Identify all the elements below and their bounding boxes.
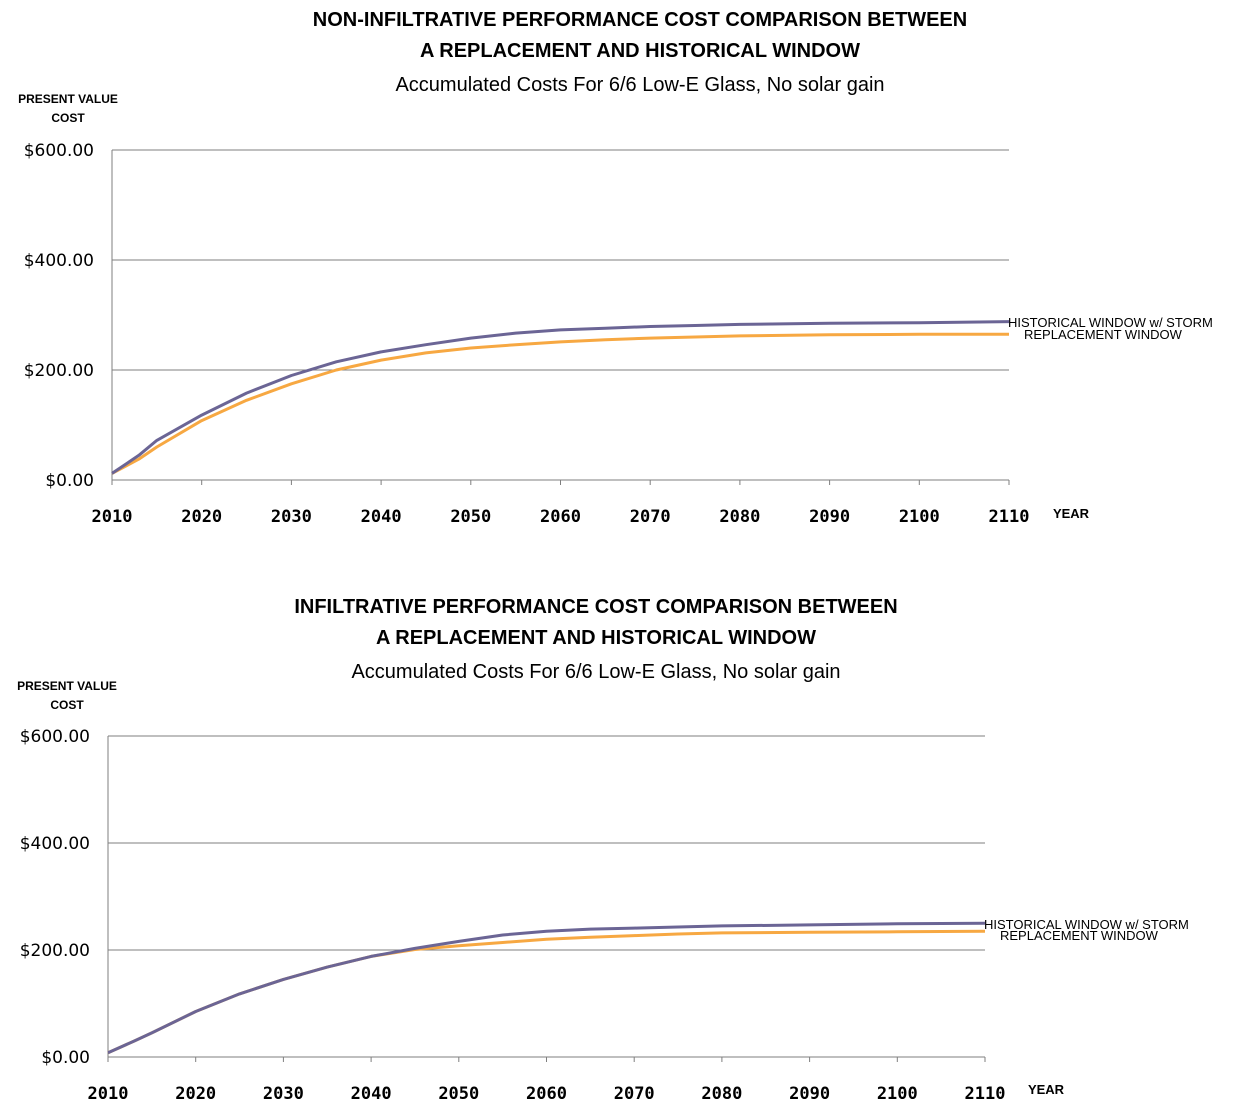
chart-2-ytick-400: $400.00 <box>20 834 90 854</box>
chart-2-xtick-2080: 2080 <box>701 1084 742 1104</box>
chart-2-series <box>107 921 986 1055</box>
chart-2-legend-replacement: REPLACEMENT WINDOW <box>1000 928 1159 943</box>
chart-1-series <box>111 320 1010 475</box>
chart-1-xtick-2010: 2010 <box>92 507 133 527</box>
chart-1-xtick-2050: 2050 <box>450 507 491 527</box>
chart-2-gridlines <box>108 735 985 951</box>
chart-2-xtick-2010: 2010 <box>88 1084 129 1104</box>
chart-2-xtick-2050: 2050 <box>438 1084 479 1104</box>
chart-2-xtick-2030: 2030 <box>263 1084 304 1104</box>
chart-1-xtick-2100: 2100 <box>899 507 940 527</box>
chart-1-legend-historical: HISTORICAL WINDOW w/ STORM <box>1008 315 1213 330</box>
chart-1-ytick-400: $400.00 <box>24 251 94 271</box>
chart-1-xtick-2070: 2070 <box>630 507 671 527</box>
chart-1-ytick-0: $0.00 <box>45 471 94 491</box>
chart-2-xtick-2070: 2070 <box>614 1084 655 1104</box>
chart-1-series-historical-window <box>111 320 1010 475</box>
chart-2-y-ticks: $0.00 $200.00 $400.00 $600.00 <box>20 727 90 1068</box>
chart-2-xlabel: YEAR <box>1028 1082 1065 1097</box>
chart-2-xtick-2040: 2040 <box>351 1084 392 1104</box>
chart-1-title-line-1: NON-INFILTRATIVE PERFORMANCE COST COMPAR… <box>313 9 967 31</box>
chart-1-legend-replacement: REPLACEMENT WINDOW <box>1024 327 1183 342</box>
chart-2: INFILTRATIVE PERFORMANCE COST COMPARISON… <box>17 596 1189 1104</box>
chart-1-x-ticks: 2010 2020 2030 2040 2050 2060 2070 2080 2090 2100… <box>92 507 1030 527</box>
chart-1-ylabel-line-1: PRESENT VALUE <box>18 92 118 106</box>
chart-1: NON-INFILTRATIVE PERFORMANCE COST COMPAR… <box>18 9 1213 527</box>
chart-1-title-line-3: Accumulated Costs For 6/6 Low-E Glass, N… <box>395 74 884 96</box>
chart-1-xtick-2030: 2030 <box>271 507 312 527</box>
chart-1-xtick-2090: 2090 <box>809 507 850 527</box>
chart-2-series-historical-window <box>107 921 986 1055</box>
chart-2-xtick-2090: 2090 <box>789 1084 830 1104</box>
chart-2-ylabel-line-2: COST <box>50 698 84 712</box>
chart-2-title-line-1: INFILTRATIVE PERFORMANCE COST COMPARISON… <box>294 596 897 618</box>
chart-2-xtick-2060: 2060 <box>526 1084 567 1104</box>
chart-2-title-line-3: Accumulated Costs For 6/6 Low-E Glass, N… <box>351 661 840 683</box>
chart-2-ytick-600: $600.00 <box>20 727 90 747</box>
chart-1-xtick-2110: 2110 <box>989 507 1030 527</box>
chart-1-gridlines <box>112 149 1009 371</box>
chart-1-y-ticks: $0.00 $200.00 $400.00 $600.00 <box>24 141 94 491</box>
chart-2-xtick-2100: 2100 <box>877 1084 918 1104</box>
chart-1-ylabel-line-2: COST <box>51 111 85 125</box>
chart-2-ytick-200: $200.00 <box>20 941 90 961</box>
chart-2-ytick-0: $0.00 <box>41 1048 90 1068</box>
chart-1-ytick-200: $200.00 <box>24 361 94 381</box>
chart-1-xtick-2080: 2080 <box>719 507 760 527</box>
chart-2-xtick-2110: 2110 <box>965 1084 1006 1104</box>
chart-1-xlabel: YEAR <box>1053 506 1090 521</box>
chart-2-title-line-2: A REPLACEMENT AND HISTORICAL WINDOW <box>376 627 816 649</box>
chart-1-xtick-2060: 2060 <box>540 507 581 527</box>
chart-1-xtick-2020: 2020 <box>181 507 222 527</box>
chart-1-title-line-2: A REPLACEMENT AND HISTORICAL WINDOW <box>420 40 860 62</box>
chart-2-legend-historical: HISTORICAL WINDOW w/ STORM <box>984 917 1189 932</box>
chart-1-series-replacement-window <box>111 332 1009 475</box>
chart-2-x-tick-marks <box>107 1057 986 1062</box>
chart-1-x-tick-marks <box>111 480 1010 485</box>
chart-2-x-ticks: 2010 2020 2030 2040 2050 2060 2070 2080 2090 2100… <box>88 1084 1006 1104</box>
chart-1-xtick-2040: 2040 <box>361 507 402 527</box>
chart-1-ytick-600: $600.00 <box>24 141 94 161</box>
chart-2-ylabel-line-1: PRESENT VALUE <box>17 679 117 693</box>
chart-2-xtick-2020: 2020 <box>175 1084 216 1104</box>
